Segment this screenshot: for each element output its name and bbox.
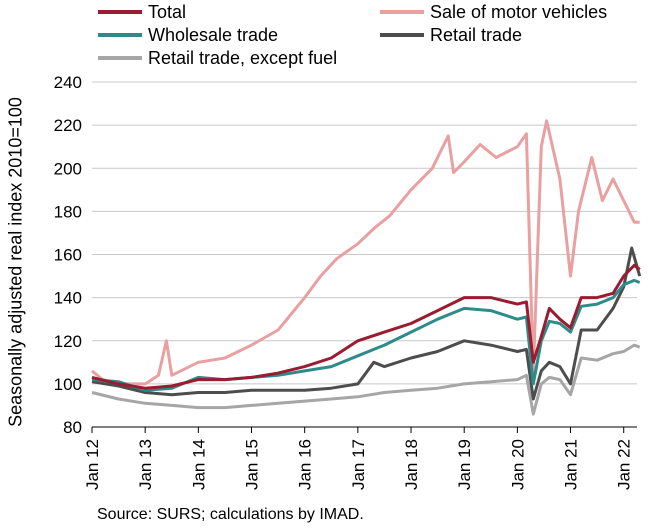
y-tick-label-180: 180: [54, 202, 82, 221]
legend-item-total: Total: [98, 2, 186, 22]
y-tick-label-120: 120: [54, 332, 82, 351]
legend-item-wholesale-trade: Wholesale trade: [98, 25, 278, 45]
legend-label-wholesale-trade: Wholesale trade: [148, 25, 279, 45]
x-tick-label-0: Jan 12: [83, 439, 102, 490]
legend-swatch-retail-trade-except-fuel: [98, 56, 142, 60]
legend-swatch-retail-trade: [380, 33, 424, 37]
y-tick-label-100: 100: [54, 375, 82, 394]
series-lines: [91, 119, 642, 416]
x-tick-label-9: Jan 21: [561, 439, 580, 490]
legend-item-retail-trade-except-fuel: Retail trade, except fuel: [98, 48, 337, 68]
legend-label-retail-trade-except-fuel: Retail trade, except fuel: [148, 48, 338, 68]
x-tick-label-1: Jan 13: [136, 439, 155, 490]
x-tick-label-5: Jan 17: [349, 439, 368, 490]
y-tick-label-200: 200: [54, 159, 82, 178]
x-tick-label-3: Jan 15: [242, 439, 261, 490]
x-tick-label-10: Jan 22: [615, 439, 634, 490]
legend-label-sale-of-motor-vehicles: Sale of motor vehicles: [430, 2, 608, 22]
legend-item-retail-trade: Retail trade: [380, 25, 522, 45]
legend-swatch-total: [98, 10, 142, 14]
x-tick-label-8: Jan 20: [508, 439, 527, 490]
y-tick-label-140: 140: [54, 289, 82, 308]
source-note: Source: SURS; calculations by IMAD.: [97, 506, 364, 523]
legend-swatch-sale-of-motor-vehicles: [380, 10, 424, 14]
y-tick-label-80: 80: [63, 418, 82, 437]
x-tick-label-2: Jan 14: [189, 439, 208, 490]
legend-item-sale-of-motor-vehicles: Sale of motor vehicles: [380, 2, 607, 22]
legend: Total Sale of motor vehicles Wholesale t…: [0, 0, 648, 70]
series-line-sale-of-motor-vehicles: [91, 119, 640, 386]
y-axis-ticks: 80 100 120 140 160 180 200 220 240: [54, 73, 82, 437]
series-line-retail-trade-except-fuel: [91, 343, 641, 416]
y-tick-label-160: 160: [54, 246, 82, 265]
x-tick-label-7: Jan 19: [455, 439, 474, 490]
x-tick-label-4: Jan 16: [296, 439, 315, 490]
legend-label-total: Total: [148, 2, 187, 22]
series-line-retail-trade: [91, 246, 642, 401]
x-tick-label-6: Jan 18: [402, 439, 421, 490]
legend-swatch-wholesale-trade: [98, 33, 142, 37]
legend-label-retail-trade: Retail trade: [430, 25, 523, 45]
x-axis: Jan 12 Jan 13 Jan 14 Jan 15 Jan 16 Jan 17 Jan …: [83, 426, 637, 490]
series-line-total: [91, 263, 641, 390]
y-tick-label-240: 240: [54, 73, 82, 92]
y-axis-label: Seasonally adjusted real index 2010=100: [5, 97, 26, 427]
y-tick-label-220: 220: [54, 116, 82, 135]
